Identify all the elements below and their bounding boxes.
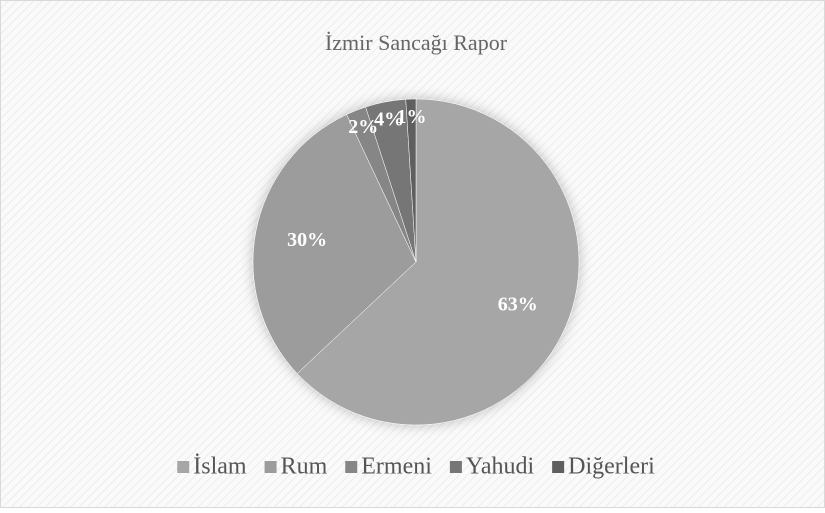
data-label: 30% [287, 229, 327, 251]
legend-swatch [552, 461, 565, 473]
pie-slice [252, 114, 417, 374]
pie-slice [405, 98, 417, 263]
pie-slice [296, 98, 580, 426]
legend-label: Ermeni [361, 454, 432, 480]
legend-label: İslam [193, 454, 247, 480]
legend-label: Yahudi [466, 454, 535, 480]
legend-label: Diğerleri [568, 454, 655, 480]
labels: 63% 30% 2%4%1% [287, 106, 538, 315]
legend-swatch [177, 461, 190, 473]
legend-swatch [345, 461, 358, 473]
data-label: 63% [498, 294, 538, 316]
legend-item: Diğerleri [552, 454, 655, 480]
pie [252, 98, 580, 426]
legend-item: Yahudi [449, 454, 535, 480]
data-label: 4% [374, 109, 404, 131]
legend-item: Ermeni [345, 454, 432, 480]
data-label: 2% [348, 116, 378, 138]
legend-swatch [264, 461, 277, 473]
legend-swatch [449, 461, 462, 473]
legend-item: Rum [264, 454, 328, 480]
legend-item: İslam [177, 454, 247, 480]
legend: İslam Rum Ermeni Yahudi Diğerleri [177, 454, 655, 480]
chart-title: İzmir Sancağı Rapor [325, 30, 508, 55]
legend-label: Rum [281, 454, 328, 480]
data-label: 1% [396, 106, 426, 128]
